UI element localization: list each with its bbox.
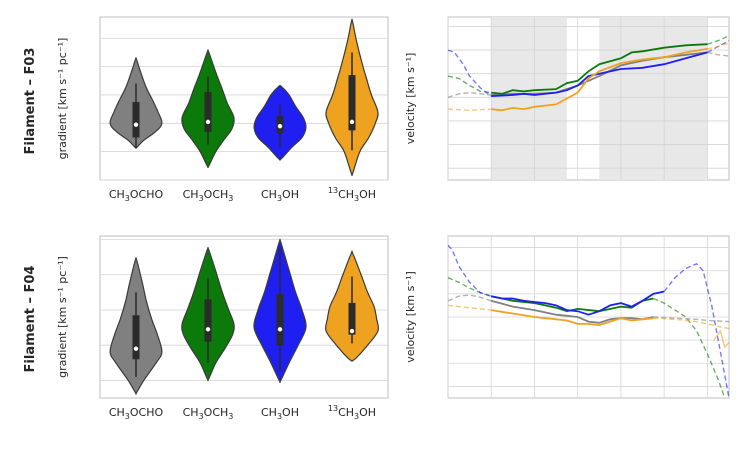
- median-dot-CH3OH: [277, 123, 283, 129]
- series-line-CH3OCH3-dashed2: [707, 35, 729, 45]
- median-dot-13CH3OH: [349, 328, 355, 334]
- iqr-box-CH3OCH3: [204, 92, 212, 132]
- region-I: [491, 17, 567, 180]
- f04-velocity-panel: velocity [km s⁻¹]: [404, 235, 730, 399]
- iqr-box-CH3OCH3: [204, 299, 212, 342]
- median-dot-CH3OH: [277, 327, 283, 332]
- f04-violin-panel: CH3OCHO CH3OCH3 CH3OH 13CH3OH gradient [km s…: [56, 235, 389, 421]
- region-II: [599, 17, 708, 180]
- series-line-CH3OCH3-solid: [491, 43, 708, 95]
- series-line-13CH3OH-solid: [491, 48, 708, 112]
- f03-violin-panel: CH3OCHO CH3OCH3 CH3OH 13CH3OH gradient [km s…: [56, 16, 389, 203]
- y-axis-label: velocity [km s⁻¹]: [404, 53, 417, 145]
- category-label-CH3OH: CH3OH: [261, 406, 299, 421]
- series-line-CH3OCHO-dashed2: [707, 51, 729, 57]
- iqr-box-CH3OCHO: [132, 315, 140, 360]
- row-label-f03: Filament – F03: [23, 48, 38, 155]
- category-label-13CH3OH: 13CH3OH: [328, 186, 376, 203]
- median-dot-CH3OCHO: [133, 122, 139, 127]
- y-axis-label: gradient [km s⁻¹ pc⁻¹]: [56, 38, 69, 160]
- y-axis-label: velocity [km s⁻¹]: [404, 271, 417, 363]
- series-line-CH3OCHO-dashed: [448, 91, 492, 98]
- series-line-13CH3OH-dashed: [448, 304, 492, 311]
- category-label-CH3OCHO: CH3OCHO: [109, 406, 164, 421]
- y-axis-label: gradient [km s⁻¹ pc⁻¹]: [56, 256, 69, 378]
- category-label-CH3OCHO: CH3OCHO: [109, 188, 164, 203]
- median-dot-CH3OCHO: [133, 346, 139, 351]
- iqr-box-CH3OH: [276, 294, 284, 346]
- series-line-CH3OCH3-solid: [491, 295, 654, 313]
- row-label-f04: Filament – F04: [23, 266, 38, 373]
- category-label-CH3OCH3: CH3OCH3: [183, 188, 234, 203]
- series-line-CH3OH-dashed: [448, 49, 492, 97]
- series-line-13CH3OH-solid: [491, 309, 654, 327]
- category-label-CH3OCH3: CH3OCH3: [183, 406, 234, 421]
- median-dot-CH3OCH3: [205, 119, 211, 125]
- median-dot-CH3OCH3: [205, 327, 211, 332]
- series-line-CH3OH-solid: [491, 51, 708, 97]
- series-line-13CH3OH-dashed2: [653, 317, 729, 330]
- series-line-13CH3OH-dashed2: [707, 42, 729, 50]
- series-line-13CH3OH-tail: [713, 329, 729, 349]
- iqr-box-13CH3OH: [348, 75, 356, 131]
- series-group: [448, 35, 729, 112]
- iqr-box-13CH3OH: [348, 302, 356, 335]
- series-line-CH3OH-dashed: [448, 244, 492, 297]
- series-line-CH3OCHO-solid: [490, 299, 654, 324]
- category-label-13CH3OH: 13CH3OH: [328, 404, 376, 421]
- series-group: [448, 244, 729, 398]
- series-line-CH3OCHO-dashed2: [653, 316, 729, 323]
- median-dot-13CH3OH: [349, 119, 355, 125]
- series-line-CH3OH-solid: [491, 290, 665, 316]
- iqr-box-CH3OCHO: [132, 102, 140, 138]
- series-line-13CH3OH-dashed: [448, 108, 492, 112]
- series-line-CH3OH-dashed2: [663, 262, 729, 398]
- series-line-CH3OCH3-dashed2: [653, 297, 726, 398]
- category-label-CH3OH: CH3OH: [261, 188, 299, 203]
- f03-velocity-panel: velocity [km s⁻¹]: [404, 16, 730, 181]
